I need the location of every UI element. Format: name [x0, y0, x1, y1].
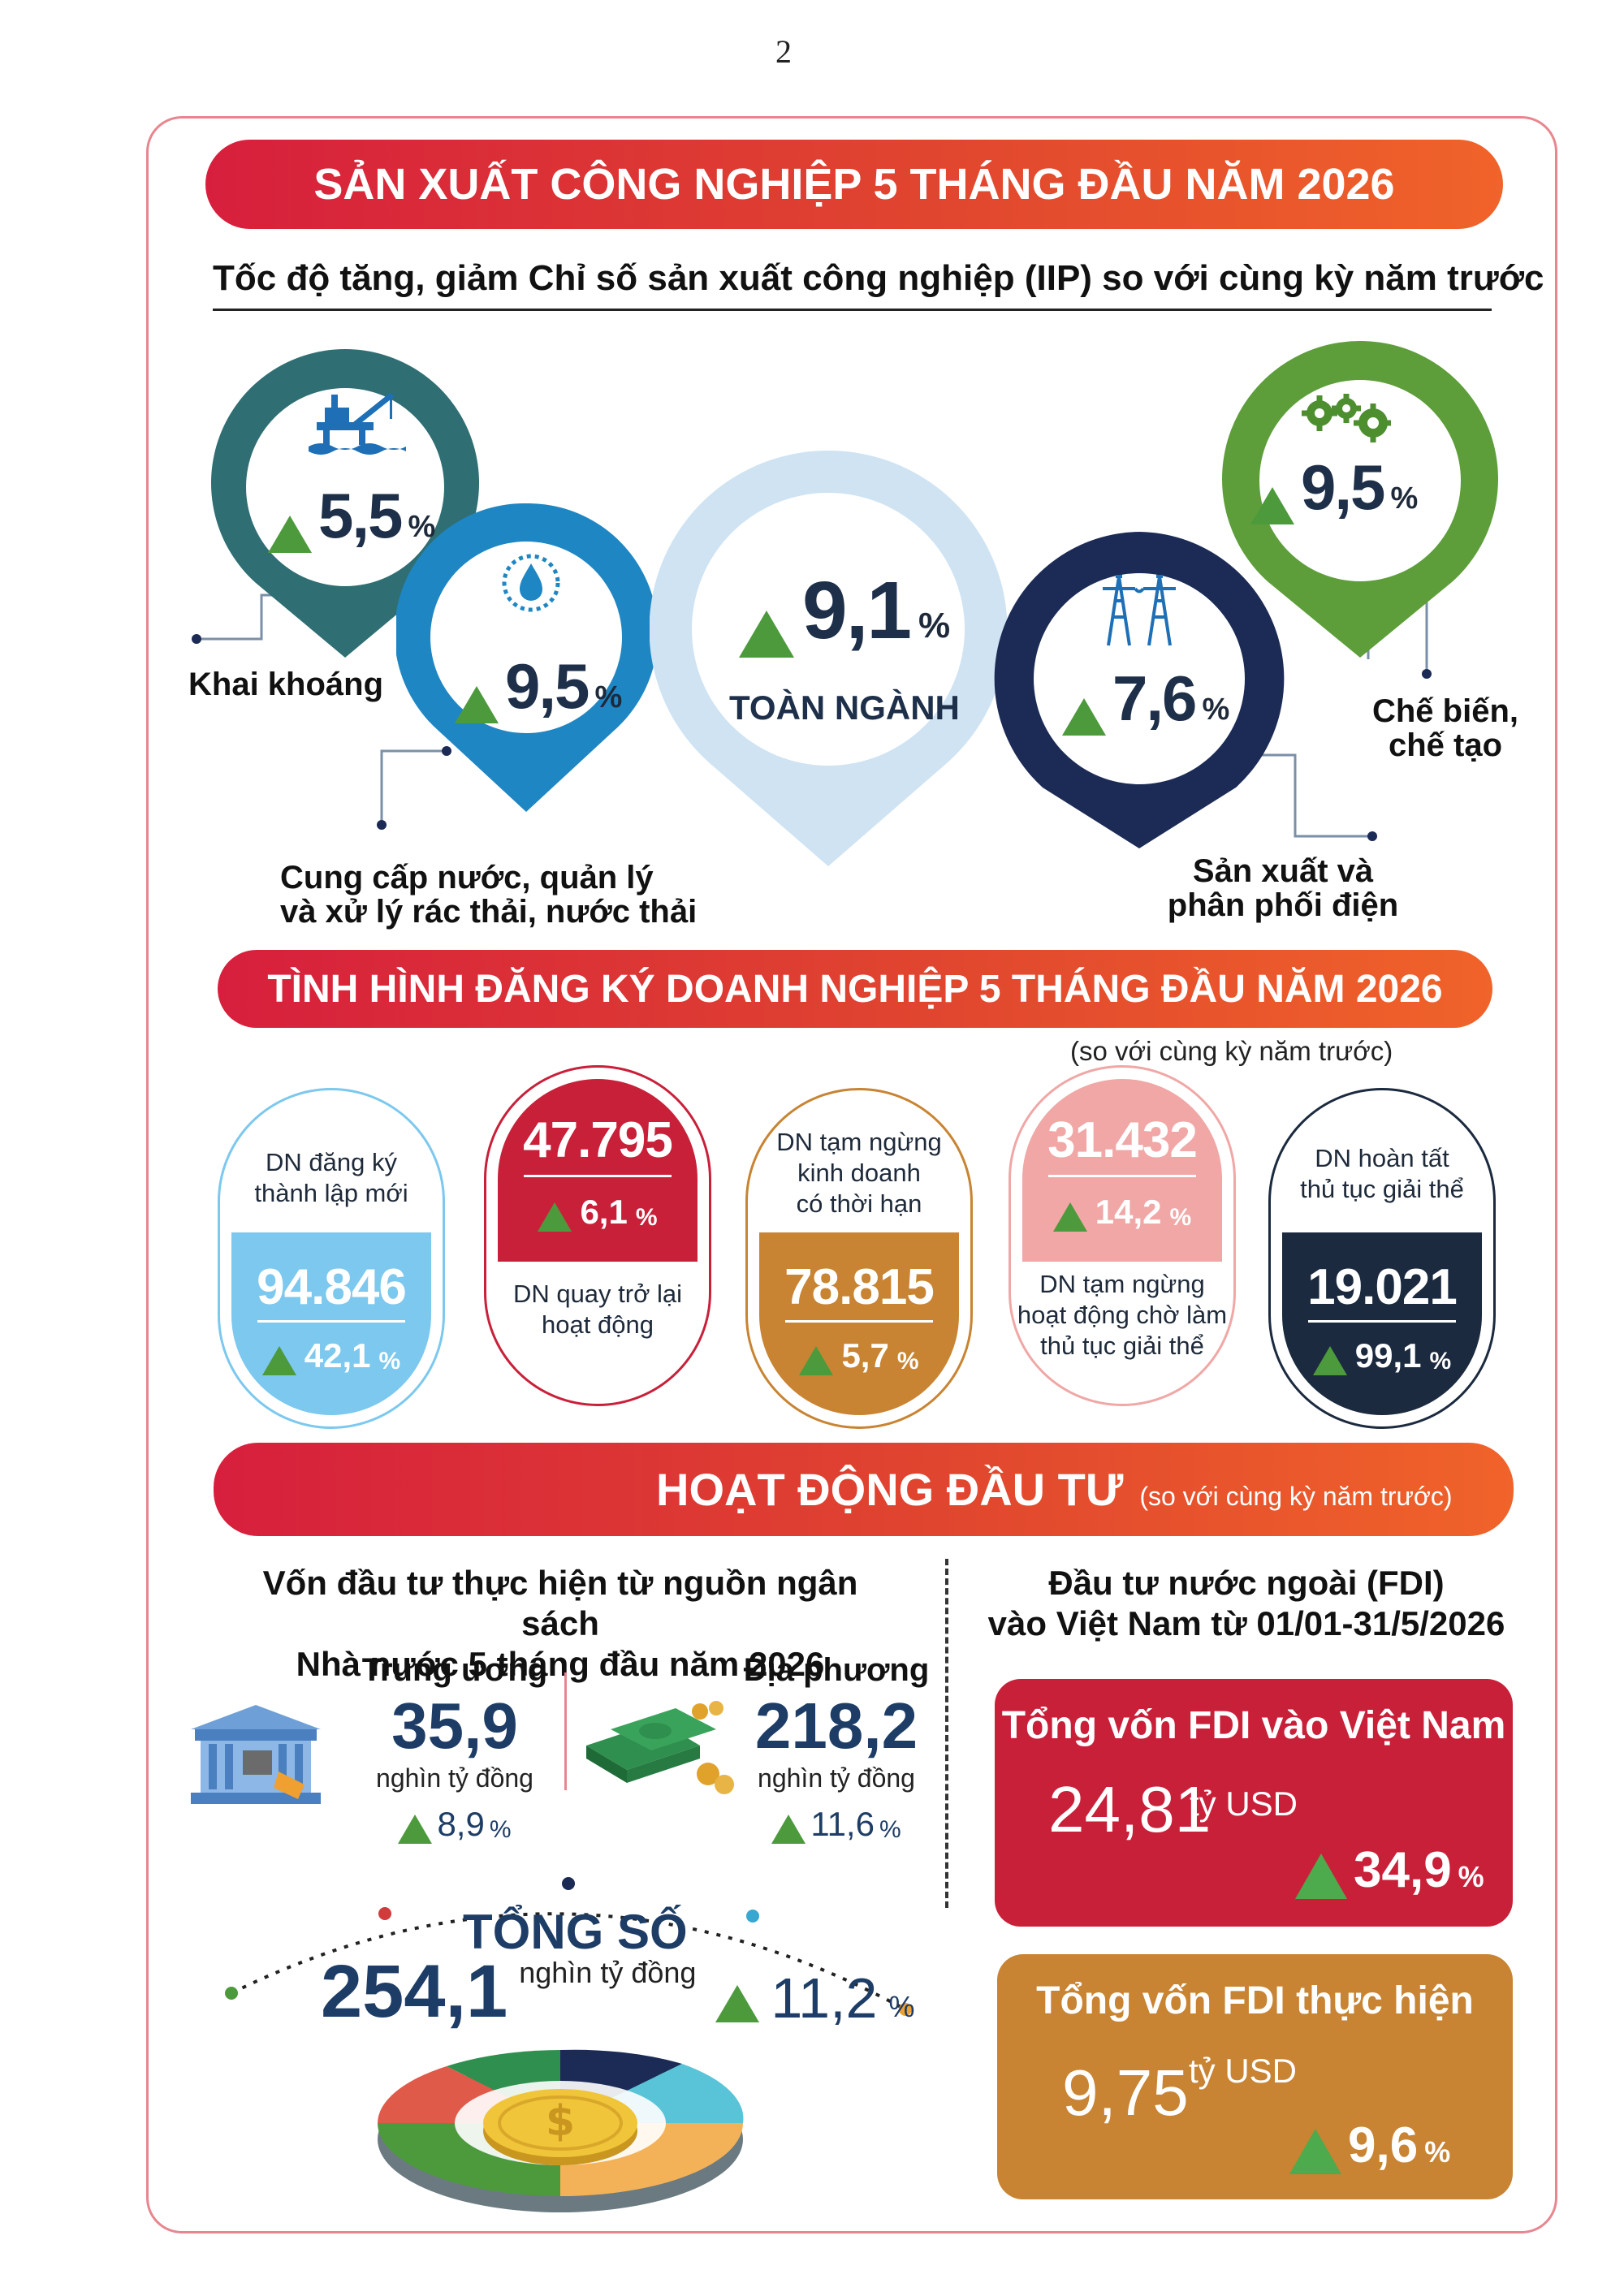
pin-water-value: 9,5 — [505, 650, 590, 722]
section3-title: HOẠT ĐỘNG ĐẦU TƯ — [656, 1464, 1124, 1515]
increase-arrow-icon — [739, 611, 794, 658]
page-number: 2 — [775, 33, 792, 70]
connector-water — [380, 749, 447, 825]
content-frame — [146, 116, 1557, 2233]
svg-text:$: $ — [546, 2097, 575, 2146]
pin-total-value-row: 9,1 % — [739, 564, 950, 658]
gears-icon — [1302, 394, 1391, 442]
pin-total-label: TOÀN NGÀNH — [729, 688, 960, 727]
section2-banner: TÌNH HÌNH ĐĂNG KÝ DOANH NGHIỆP 5 THÁNG Đ… — [218, 950, 1492, 1028]
fdi-heading: Đầu tư nước ngoài (FDI) vào Việt Nam từ … — [987, 1564, 1505, 1642]
increase-arrow-icon — [715, 1985, 760, 2022]
pin-mining-value: 5,5 — [318, 480, 403, 551]
pin-manufacturing — [1222, 341, 1498, 658]
pin-mining-value-row: 5,5 % — [268, 479, 435, 553]
increase-arrow-icon — [1250, 487, 1294, 524]
pin-water-label: Cung cấp nước, quản lý và xử lý rác thải… — [280, 860, 698, 930]
pin-water — [396, 503, 656, 812]
increase-arrow-icon — [455, 686, 499, 723]
section2-note: (so với cùng kỳ năm trước) — [1070, 1036, 1393, 1066]
bank-icon — [191, 1705, 321, 1804]
pin-manufacturing-label: Chế biến, chế tạo — [1371, 693, 1519, 763]
oil-rig-icon — [309, 393, 406, 455]
card-pending-dissolution: 31.432 14,2 % DN tạm ngừng hoạt động chờ… — [1009, 1065, 1236, 1406]
central-value: 35,9 — [391, 1690, 518, 1762]
fdi-total-title: Tổng vốn FDI vào Việt Nam — [1001, 1704, 1506, 1747]
budget-heading: Vốn đầu tư thực hiện từ nguồn ngân sách … — [262, 1564, 858, 1683]
money-stack-icon — [586, 1701, 734, 1794]
fdi-disbursed-card: Tổng vốn FDI thực hiện 9,75 tỷ USD 9,6 % — [997, 1954, 1513, 2199]
pin-total — [650, 451, 1007, 866]
card-dissolved: DN hoàn tất thủ tục giải thể 19.021 99,1… — [1268, 1088, 1496, 1429]
card-returning-fill: 47.795 6,1 % — [498, 1079, 698, 1262]
pin-total-value: 9,1 — [802, 565, 912, 656]
section3-note: (so với cùng kỳ năm trước) — [1139, 1482, 1453, 1511]
section1-banner: SẢN XUẤT CÔNG NGHIỆP 5 THÁNG ĐẦU NĂM 202… — [205, 140, 1503, 229]
fdi-total-value: 24,81 — [1048, 1773, 1212, 1845]
pin-power-value: 7,6 — [1112, 662, 1197, 734]
section-divider — [945, 1559, 948, 1908]
section3-banner: HOẠT ĐỘNG ĐẦU TƯ (so với cùng kỳ năm trư… — [214, 1443, 1514, 1536]
total-row: 254,1 nghìn tỷ đồng 11,2 % — [321, 1950, 915, 2033]
fdi-total-card: Tổng vốn FDI vào Việt Nam 24,81 tỷ USD 3… — [995, 1679, 1513, 1927]
card-value: 78.815 — [784, 1259, 935, 1315]
card-pending-dissolution-fill: 31.432 14,2 % — [1022, 1079, 1222, 1262]
increase-arrow-icon — [398, 1815, 433, 1844]
increase-arrow-icon — [1062, 698, 1106, 736]
increase-arrow-icon — [268, 516, 312, 553]
card-new-registration-fill: 94.846 42,1 % — [231, 1232, 431, 1415]
card-new-registration: DN đăng ký thành lập mới 94.846 42,1 % — [218, 1088, 445, 1429]
increase-arrow-icon — [799, 1346, 834, 1375]
increase-arrow-icon — [1295, 1854, 1347, 1899]
card-dissolved-fill: 19.021 99,1 % — [1282, 1232, 1482, 1415]
card-returning: 47.795 6,1 % DN quay trở lại hoạt động — [484, 1065, 711, 1406]
total-arc — [225, 1877, 912, 2016]
fdi-disbursed-value: 9,75 — [1062, 2056, 1189, 2129]
pin-manufacturing-value-row: 9,5 % — [1250, 451, 1445, 524]
increase-arrow-icon — [1312, 1346, 1347, 1375]
card-value: 47.795 — [523, 1112, 673, 1168]
card-temporary-suspension: DN tạm ngừng kinh doanh có thời hạn 78.8… — [745, 1088, 973, 1429]
pin-mining-label: Khai khoáng — [188, 667, 384, 702]
budget-divider — [564, 1672, 567, 1790]
subtitle-underline — [213, 309, 1492, 311]
increase-arrow-icon — [1052, 1202, 1087, 1232]
central-budget: Trung ương 35,9 nghìn tỷ đồng 8,9 % — [357, 1652, 552, 1844]
total-value: 254,1 — [321, 1950, 508, 2033]
total-donut: $ — [378, 2049, 744, 2212]
water-drop-icon — [502, 554, 560, 612]
increase-arrow-icon — [538, 1202, 572, 1232]
card-value: 31.432 — [1047, 1112, 1198, 1168]
total-label: TỔNG SỐ — [463, 1905, 688, 1959]
local-budget: Địa phương 218,2 nghìn tỷ đồng 11,6 % — [731, 1652, 942, 1844]
pin-power-value-row: 7,6 % — [1062, 662, 1257, 736]
pin-water-value-row: 9,5 % — [455, 650, 633, 723]
card-value: 19.021 — [1307, 1259, 1458, 1315]
section1-subtitle: Tốc độ tăng, giảm Chỉ số sản xuất công n… — [213, 258, 1544, 298]
fdi-disbursed-title: Tổng vốn FDI thực hiện — [1036, 1979, 1474, 2022]
local-value: 218,2 — [754, 1690, 918, 1762]
pin-manufacturing-value: 9,5 — [1301, 451, 1385, 523]
pin-power-label: Sản xuất và phân phối điện — [1167, 853, 1399, 923]
section1-title: SẢN XUẤT CÔNG NGHIỆP 5 THÁNG ĐẦU NĂM 202… — [313, 160, 1395, 209]
section2-title: TÌNH HÌNH ĐĂNG KÝ DOANH NGHIỆP 5 THÁNG Đ… — [267, 967, 1443, 1011]
increase-arrow-icon — [261, 1346, 296, 1375]
increase-arrow-icon — [1289, 2129, 1341, 2174]
increase-arrow-icon — [771, 1815, 806, 1844]
power-tower-icon — [1103, 575, 1176, 646]
card-temporary-suspension-fill: 78.815 5,7 % — [759, 1232, 959, 1415]
card-value: 94.846 — [257, 1259, 407, 1315]
